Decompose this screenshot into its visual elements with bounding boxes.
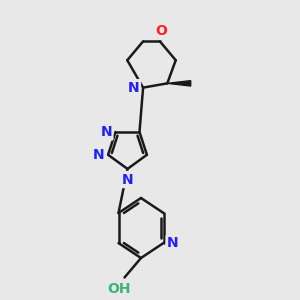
Text: N: N [122, 172, 133, 187]
Text: N: N [100, 125, 112, 139]
Text: N: N [128, 81, 140, 94]
Text: N: N [93, 148, 104, 162]
Text: N: N [167, 236, 179, 250]
Polygon shape [167, 81, 191, 86]
Text: O: O [155, 24, 167, 38]
Text: OH: OH [107, 282, 131, 296]
